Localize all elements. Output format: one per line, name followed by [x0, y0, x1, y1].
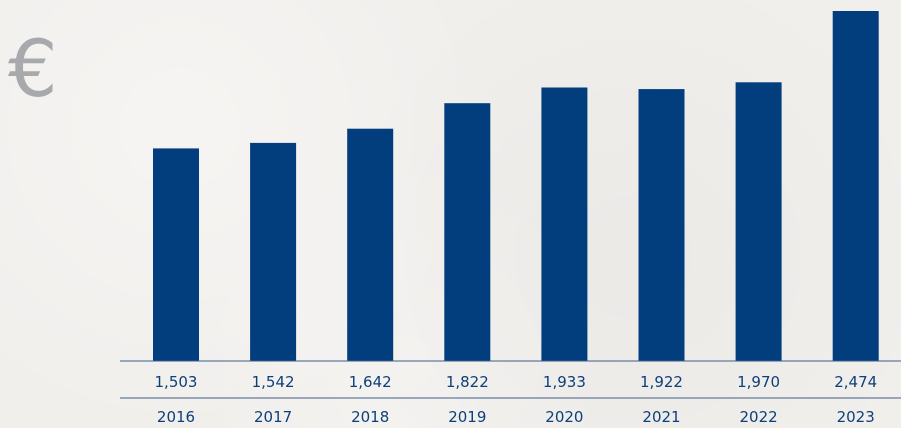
category-label-2016: 2016 [157, 408, 195, 426]
value-labels-group: 1,503 1,542 1,642 1,822 1,933 1,922 1,970 2,474 [155, 373, 878, 391]
bar-2020 [541, 87, 588, 361]
value-label-2018: 1,642 [349, 373, 392, 391]
bar-2023 [832, 11, 879, 361]
bar-2022 [735, 82, 782, 362]
bar-2017 [250, 142, 297, 361]
value-label-2017: 1,542 [252, 373, 295, 391]
value-label-2016: 1,503 [155, 373, 198, 391]
category-label-2018: 2018 [351, 408, 389, 426]
bar-2021 [638, 89, 685, 361]
category-labels-group: 2016 2017 2018 2019 2020 2021 2022 2023 [157, 408, 875, 426]
category-label-2021: 2021 [642, 408, 680, 426]
category-label-2019: 2019 [448, 408, 486, 426]
value-label-2021: 1,922 [640, 373, 683, 391]
currency-symbol: € [8, 25, 58, 115]
bar-2019 [444, 103, 491, 361]
value-label-2019: 1,822 [446, 373, 489, 391]
bar-2018 [347, 128, 394, 361]
bars-group [153, 11, 879, 362]
category-label-2023: 2023 [837, 408, 875, 426]
value-label-2023: 2,474 [834, 373, 877, 391]
bar-2016 [153, 148, 199, 361]
category-label-2017: 2017 [254, 408, 292, 426]
value-label-2020: 1,933 [543, 373, 586, 391]
category-label-2020: 2020 [545, 408, 583, 426]
category-label-2022: 2022 [740, 408, 778, 426]
value-label-2022: 1,970 [737, 373, 780, 391]
